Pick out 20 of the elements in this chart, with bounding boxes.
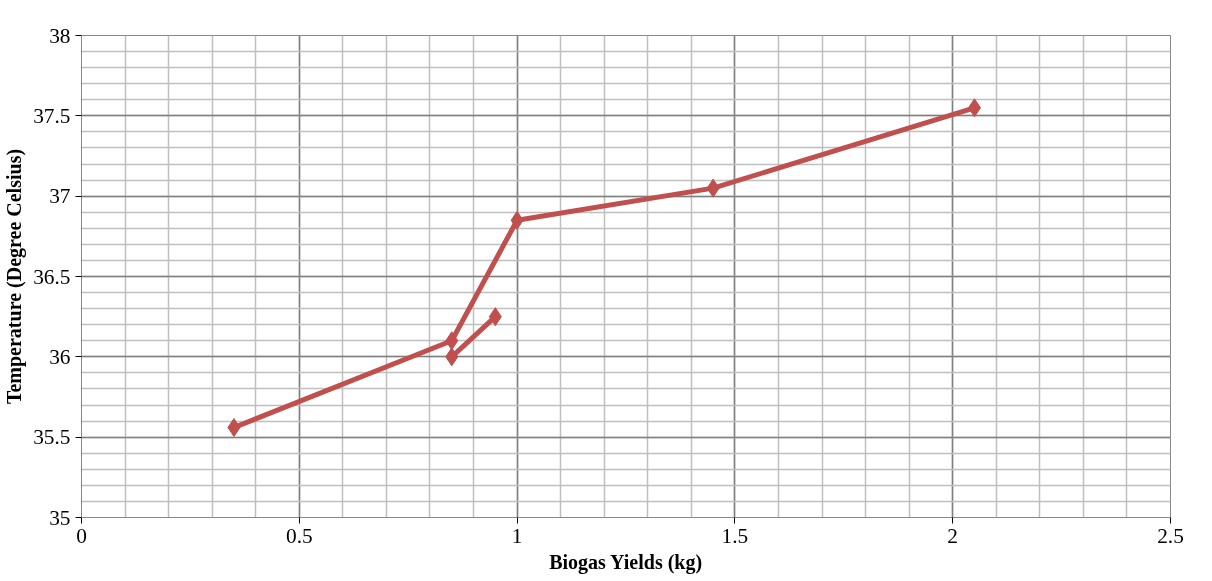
y-tick-label: 37.5 xyxy=(33,103,71,128)
point xyxy=(227,418,241,438)
point xyxy=(510,210,524,230)
y-tick-label: 37 xyxy=(49,184,71,209)
y-tick-label: 36 xyxy=(49,344,71,369)
point xyxy=(706,178,720,198)
x-tick-label: 2 xyxy=(947,523,959,548)
x-tick-label: 1.5 xyxy=(721,523,749,548)
x-axis-title: Biogas Yields (kg) xyxy=(549,550,703,574)
x-tick-label: 0.5 xyxy=(285,523,313,548)
y-tick-label: 35 xyxy=(49,505,71,530)
x-tick-label: 2.5 xyxy=(1157,523,1184,548)
x-tick-label: 0 xyxy=(76,523,87,548)
y-tick-label: 35.5 xyxy=(33,425,71,450)
point xyxy=(967,98,981,118)
point xyxy=(445,331,459,351)
y-axis-title: Temperature (Degree Celsius) xyxy=(3,148,27,405)
x-tick-label: 1 xyxy=(511,523,523,548)
y-tick-label: 38 xyxy=(49,23,71,48)
y-tick-label: 36.5 xyxy=(33,264,71,289)
